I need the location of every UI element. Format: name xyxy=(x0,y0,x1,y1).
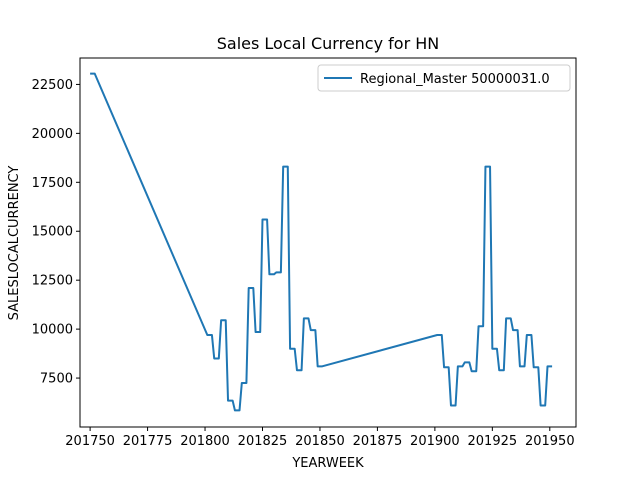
axes-frame xyxy=(79,57,577,428)
x-axis: 201750 201775 201800 201825 201850 201875 2019… xyxy=(65,427,575,449)
x-tick-label: 201875 xyxy=(353,434,403,449)
y-tick-label: 10000 xyxy=(32,323,73,338)
x-tick-label: 201850 xyxy=(295,434,345,449)
y-tick-label: 12500 xyxy=(32,274,73,289)
x-tick-label: 201925 xyxy=(468,434,518,449)
y-axis: 7500 10000 12500 15000 17500 20000 22500 xyxy=(32,78,80,387)
x-tick-label: 201825 xyxy=(238,434,288,449)
x-tick-label: 201800 xyxy=(180,434,230,449)
x-tick-label: 201950 xyxy=(525,434,575,449)
x-axis-label: YEARWEEK xyxy=(291,456,364,471)
chart-title: Sales Local Currency for HN xyxy=(217,34,439,53)
y-tick-label: 15000 xyxy=(32,225,73,240)
legend-box xyxy=(317,64,571,92)
legend-label: Regional_Master 50000031.0 xyxy=(360,72,550,87)
x-tick-label: 201775 xyxy=(123,434,173,449)
legend: Regional_Master 50000031.0 xyxy=(317,64,571,92)
series-line xyxy=(90,72,553,412)
y-tick-label: 20000 xyxy=(32,127,73,142)
y-axis-label: SALESLOCALCURRENCY xyxy=(7,166,22,321)
x-tick-label: 201900 xyxy=(410,434,460,449)
y-tick-label: 22500 xyxy=(32,78,73,93)
plot-area xyxy=(90,72,553,412)
y-tick-label: 7500 xyxy=(40,372,73,387)
y-tick-label: 17500 xyxy=(32,176,73,191)
x-tick-label: 201750 xyxy=(65,434,115,449)
